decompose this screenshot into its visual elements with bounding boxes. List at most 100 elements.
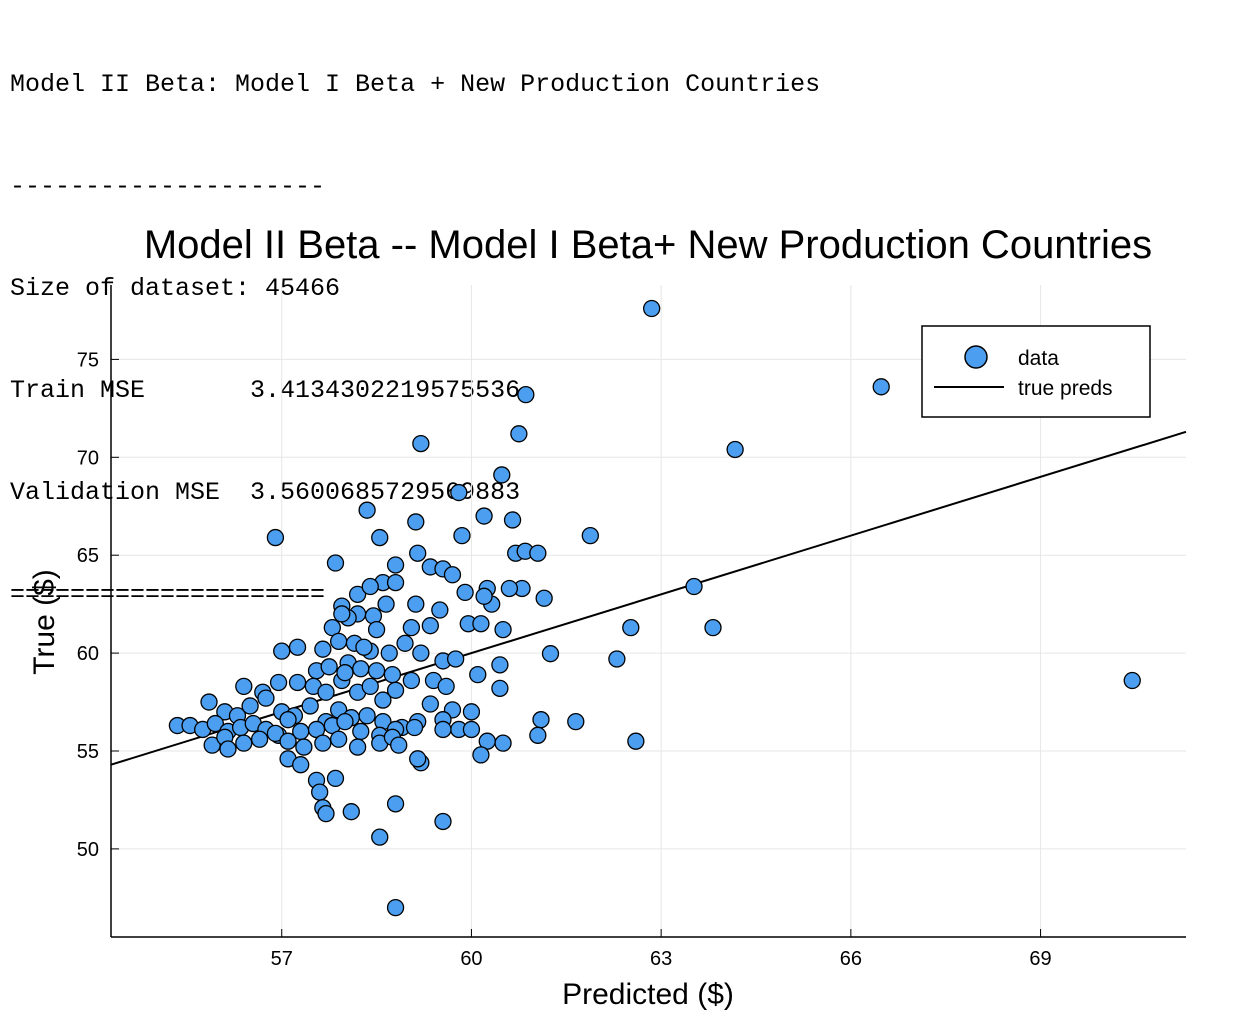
- data-point: [704, 618, 722, 637]
- data-point: [412, 644, 430, 662]
- data-point: [317, 804, 335, 823]
- data-point: [402, 671, 421, 690]
- true-preds-series: [110, 430, 1187, 766]
- data-point: [292, 756, 310, 774]
- data-point: [469, 665, 487, 684]
- data-point: [320, 658, 338, 676]
- data-point: [380, 644, 398, 662]
- data-point: [407, 513, 425, 531]
- data-point: [336, 712, 354, 731]
- data-point: [358, 707, 376, 725]
- data-point: [333, 605, 351, 623]
- data-point: [266, 528, 285, 547]
- data-point: [1123, 671, 1141, 690]
- data-point: [295, 738, 313, 756]
- data-point: [235, 677, 253, 696]
- data-point: [475, 507, 493, 525]
- data-point: [491, 679, 509, 697]
- data-point: [200, 693, 218, 711]
- data-point: [581, 526, 599, 545]
- x-tick-label: 69: [1029, 948, 1051, 970]
- data-point: [326, 554, 345, 572]
- y-tick-label: 55: [77, 741, 99, 763]
- data-point: [434, 812, 452, 831]
- data-point: [493, 466, 511, 484]
- x-tick-label: 66: [840, 948, 862, 970]
- data-point: [355, 638, 373, 656]
- data-point: [386, 681, 405, 699]
- y-tick-label: 65: [77, 545, 99, 567]
- data-point: [361, 677, 379, 696]
- data-point: [250, 730, 269, 748]
- data-point: [567, 712, 585, 731]
- data-point: [279, 732, 297, 750]
- console-heading: Model II Beta: Model I Beta + New Produc…: [10, 70, 821, 99]
- data-point: [377, 595, 395, 613]
- axes: [110, 285, 1186, 938]
- data-point: [311, 783, 329, 801]
- tick-labels: 57 60 63 66 69 50 55 60 65 70 75: [77, 349, 1052, 970]
- data-point: [206, 714, 224, 733]
- data-point: [348, 738, 367, 756]
- data-point: [517, 385, 535, 404]
- data-point: [367, 662, 386, 680]
- data-point: [434, 720, 452, 739]
- data-point: [329, 632, 348, 650]
- data-point: [627, 732, 645, 750]
- data-point: [241, 697, 259, 715]
- data-point: [352, 722, 370, 741]
- data-point: [266, 724, 285, 743]
- x-tick-label: 60: [460, 948, 482, 970]
- data-point: [383, 665, 402, 684]
- console-footer-rule: =====================: [10, 580, 326, 609]
- true-preds-line: [110, 430, 1187, 766]
- console-separator: ---------------------: [10, 172, 326, 201]
- data-point: [412, 434, 430, 453]
- data-point: [371, 828, 389, 846]
- data-point: [396, 634, 414, 652]
- data-point: [386, 898, 405, 917]
- data-point: [446, 650, 465, 668]
- data-point: [386, 795, 405, 813]
- data-point: [257, 689, 275, 707]
- chart-title: Model II Beta -- Model I Beta+ New Produ…: [144, 223, 1152, 267]
- data-point: [475, 587, 493, 605]
- data-point: [535, 589, 553, 607]
- data-point: [456, 583, 474, 602]
- grid: [111, 285, 1186, 937]
- y-tick-label: 50: [77, 839, 99, 861]
- data-point: [269, 673, 288, 692]
- data-point: [431, 601, 449, 619]
- data-point: [329, 730, 348, 748]
- data-point: [726, 440, 744, 459]
- data-point: [443, 566, 462, 584]
- data-point: [288, 638, 307, 656]
- data-point: [386, 573, 405, 592]
- data-point: [643, 299, 661, 318]
- data-point: [371, 528, 389, 547]
- data-point: [472, 746, 490, 764]
- data-point: [374, 691, 392, 709]
- legend-data-marker: [964, 345, 988, 369]
- legend: data true preds: [921, 325, 1151, 418]
- legend-box: [921, 325, 1151, 418]
- data-point: [491, 656, 509, 674]
- data-point: [301, 697, 319, 715]
- console-train-mse: Train MSE 3.4134302219575536: [10, 376, 521, 405]
- console-validation-mse: Validation MSE 3.5600685729569883: [10, 478, 521, 507]
- data-point: [622, 618, 640, 637]
- data-point: [872, 378, 890, 396]
- console-output: Model II Beta: Model I Beta + New Produc…: [10, 0, 820, 646]
- x-axis-label: Predicted ($): [562, 978, 734, 1011]
- data-point: [219, 740, 237, 758]
- data-point: [390, 736, 408, 754]
- scatter-chart: Model II Beta -- Model I Beta+ New Produ…: [28, 223, 1187, 1011]
- data-point: [421, 617, 439, 635]
- data-point: [348, 585, 367, 604]
- data-point: [367, 620, 386, 639]
- y-tick-label: 75: [77, 349, 99, 371]
- data-point: [235, 734, 253, 752]
- data-point: [529, 726, 547, 744]
- y-axis-label: True ($): [28, 569, 61, 675]
- data-point: [532, 711, 550, 729]
